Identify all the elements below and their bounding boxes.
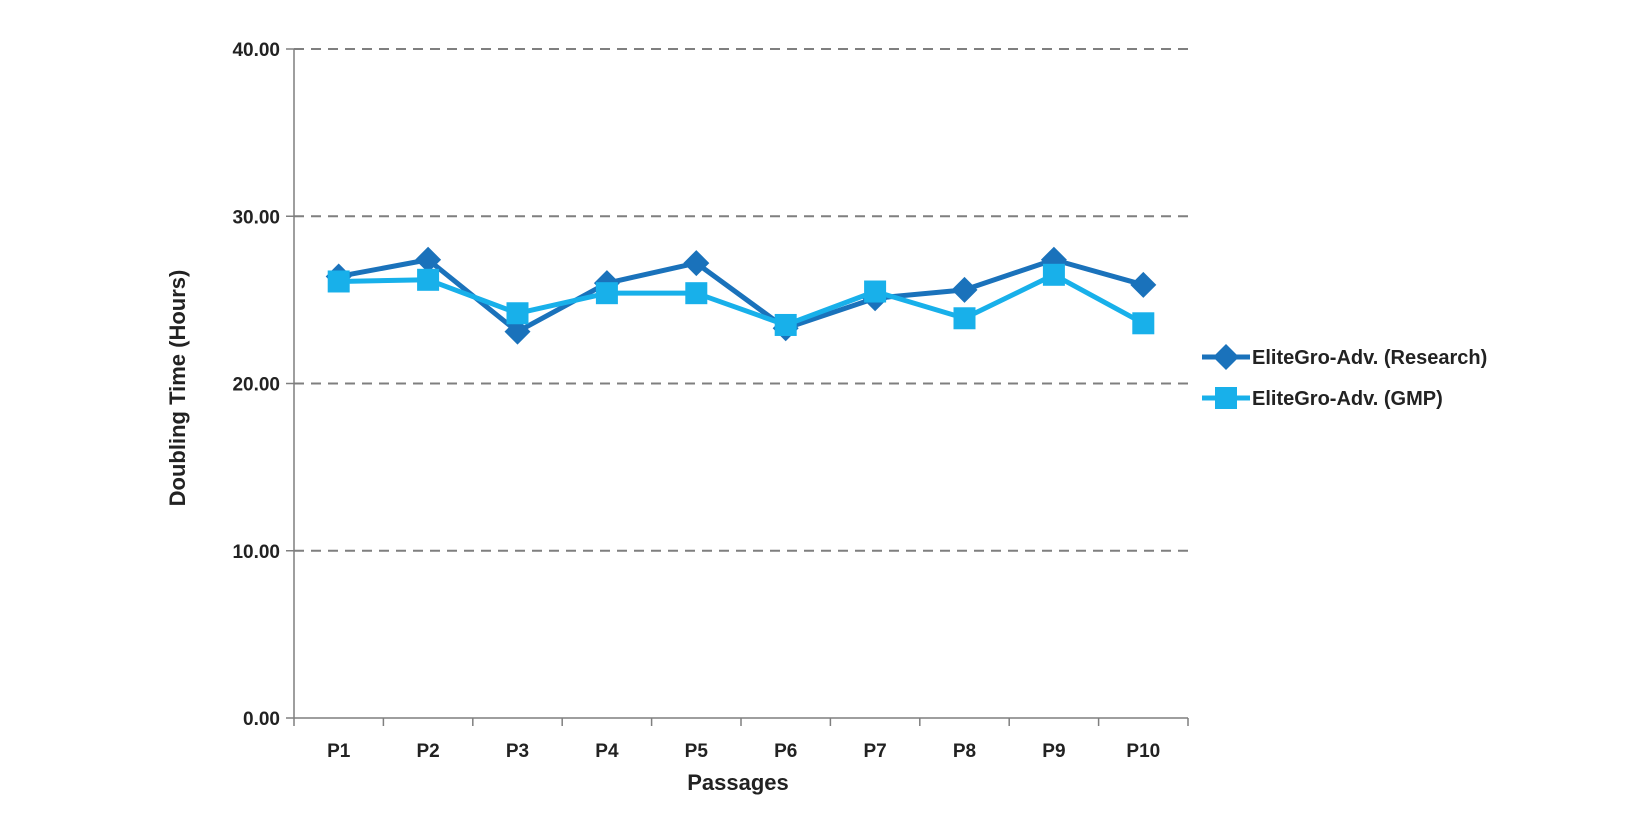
series bbox=[325, 246, 1157, 345]
y-tick-label: 10.00 bbox=[232, 542, 280, 563]
x-tick-label: P7 bbox=[863, 741, 886, 762]
y-tick-label: 0.00 bbox=[243, 709, 280, 730]
series-2 bbox=[327, 263, 1155, 336]
x-tick-label: P10 bbox=[1126, 741, 1160, 762]
x-tick-labels: P1 P2 P3 P4 P5 P6 P7 P8 P9 P10 bbox=[327, 741, 1160, 762]
legend-item: EliteGro-Adv. (Research) bbox=[1202, 344, 1487, 370]
legend: EliteGro-Adv. (Research) EliteGro-Adv. (G… bbox=[1202, 344, 1487, 410]
data-point bbox=[774, 313, 797, 336]
legend-label: EliteGro-Adv. (GMP) bbox=[1252, 388, 1443, 410]
legend-marker bbox=[1213, 344, 1239, 370]
data-point bbox=[1130, 271, 1157, 298]
y-tick-label: 20.00 bbox=[232, 375, 280, 396]
data-point bbox=[683, 250, 710, 277]
y-tick-label: 40.00 bbox=[232, 40, 280, 61]
data-point bbox=[953, 307, 976, 330]
series-1 bbox=[325, 246, 1157, 345]
data-point bbox=[327, 270, 350, 293]
legend-item: EliteGro-Adv. (GMP) bbox=[1202, 387, 1443, 410]
x-tick-label: P4 bbox=[595, 741, 619, 762]
legend-marker bbox=[1215, 387, 1237, 409]
legend-label: EliteGro-Adv. (Research) bbox=[1252, 347, 1487, 369]
data-point bbox=[864, 280, 887, 303]
data-point bbox=[685, 282, 708, 305]
x-tick-label: P3 bbox=[506, 741, 529, 762]
x-tick-label: P5 bbox=[685, 741, 709, 762]
data-point bbox=[951, 276, 978, 303]
data-point bbox=[1132, 312, 1155, 335]
axes bbox=[286, 48, 1189, 726]
data-point bbox=[504, 318, 531, 345]
series-line bbox=[338, 272, 1145, 328]
series-line bbox=[338, 257, 1144, 335]
x-tick-label: P6 bbox=[774, 741, 797, 762]
data-point bbox=[415, 246, 442, 273]
y-tick-labels: 0.00 10.00 20.00 30.00 40.00 bbox=[232, 40, 280, 730]
x-tick-label: P8 bbox=[953, 741, 976, 762]
data-point bbox=[417, 268, 440, 291]
data-point bbox=[595, 282, 618, 305]
y-axis-title: Doubling Time (Hours) bbox=[165, 270, 190, 507]
x-tick-label: P1 bbox=[327, 741, 351, 762]
x-tick-label: P2 bbox=[416, 741, 439, 762]
y-tick-label: 30.00 bbox=[232, 207, 280, 228]
x-axis-title: Passages bbox=[687, 770, 789, 795]
gridlines bbox=[294, 48, 1188, 552]
data-point bbox=[506, 302, 529, 325]
data-point bbox=[1042, 263, 1065, 286]
x-tick-label: P9 bbox=[1042, 741, 1065, 762]
